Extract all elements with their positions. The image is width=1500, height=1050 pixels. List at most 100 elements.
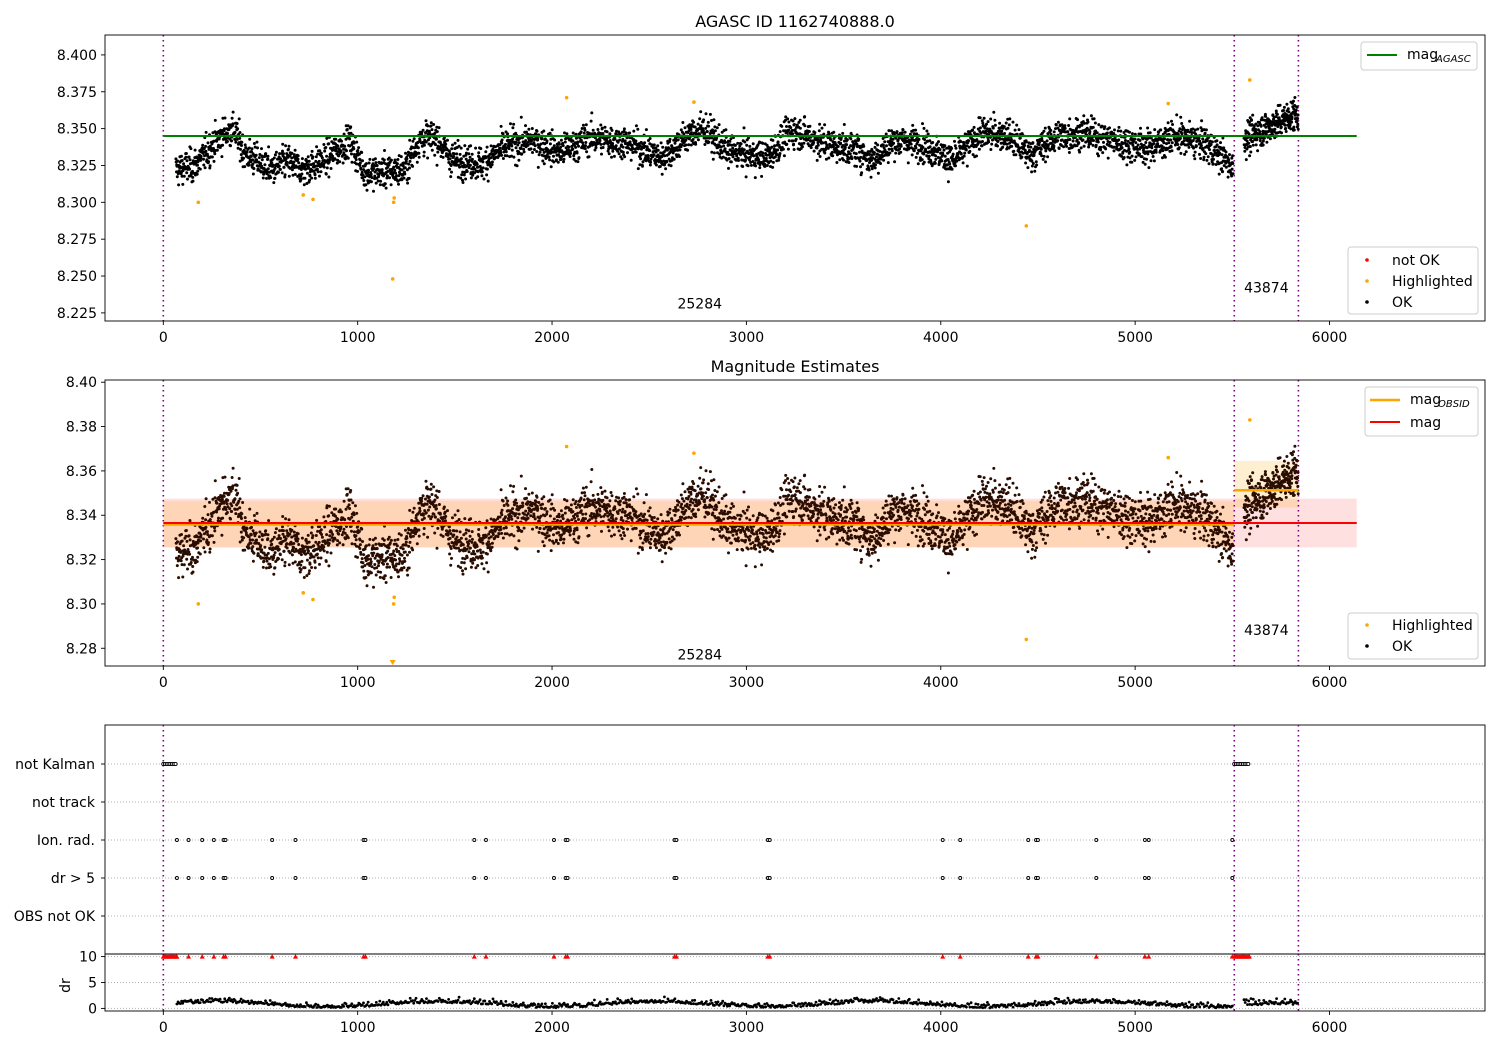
data-point [888, 151, 892, 155]
data-point [993, 118, 997, 122]
data-point [903, 130, 907, 134]
data-point [1273, 127, 1277, 131]
data-point [288, 551, 292, 555]
data-point [1231, 154, 1235, 158]
data-point [327, 175, 331, 179]
data-point [433, 131, 437, 135]
data-point [616, 140, 620, 144]
data-point [242, 536, 246, 540]
data-point [238, 136, 242, 140]
data-point [396, 158, 400, 161]
data-point [617, 147, 621, 151]
data-point [927, 154, 931, 158]
data-point [252, 167, 256, 171]
data-point [634, 150, 638, 154]
data-point [272, 572, 276, 576]
data-point [589, 119, 593, 123]
data-point [914, 146, 918, 150]
data-point [328, 158, 332, 162]
data-point [909, 142, 913, 146]
data-point [1079, 146, 1083, 150]
data-point [1224, 165, 1228, 169]
data-point [329, 551, 333, 555]
data-point [436, 150, 440, 154]
data-point [1131, 143, 1135, 147]
data-point [435, 125, 439, 129]
data-point [1138, 152, 1141, 156]
data-point [827, 156, 831, 160]
data-point [497, 154, 501, 158]
data-point [1130, 154, 1134, 158]
data-point [576, 160, 580, 164]
data-point [437, 126, 441, 130]
data-point [469, 176, 473, 180]
data-point [1258, 130, 1262, 134]
data-point [1282, 105, 1286, 109]
data-point [620, 143, 623, 147]
data-point [530, 127, 534, 130]
data-point [663, 154, 667, 158]
data-point [208, 500, 211, 504]
data-point [283, 564, 287, 568]
data-point [652, 153, 656, 157]
data-point [832, 145, 835, 149]
data-point [603, 125, 607, 129]
data-point [441, 155, 445, 159]
data-point [202, 147, 206, 151]
data-point [459, 146, 463, 150]
data-point [1170, 119, 1173, 123]
data-point [335, 161, 339, 165]
data-point [954, 146, 958, 150]
data-point [221, 143, 225, 147]
data-point [1002, 125, 1006, 129]
data-point [422, 154, 426, 158]
data-point [380, 168, 384, 172]
data-point [1065, 144, 1068, 148]
data-point [1171, 123, 1174, 126]
data-point [240, 140, 244, 144]
data-point [352, 147, 356, 151]
data-point [1212, 157, 1215, 161]
data-point [1082, 121, 1086, 125]
data-point [1287, 110, 1291, 114]
data-point [704, 126, 708, 130]
data-point [1264, 114, 1268, 118]
data-point [989, 117, 993, 121]
data-point [186, 567, 189, 571]
data-point [532, 148, 536, 151]
data-point [1296, 122, 1300, 126]
data-point [794, 137, 798, 141]
data-point [363, 175, 367, 179]
data-point [664, 167, 668, 171]
highlighted-point [1024, 224, 1029, 228]
data-point [314, 155, 318, 159]
data-point [885, 144, 888, 148]
data-point [577, 156, 581, 160]
data-point [990, 142, 994, 146]
data-point [282, 152, 285, 156]
data-point [336, 158, 340, 162]
data-point [901, 128, 905, 132]
data-point [229, 144, 232, 148]
data-point [943, 144, 947, 148]
data-point [191, 555, 194, 559]
data-point [331, 154, 335, 158]
data-point [803, 124, 807, 128]
data-point [815, 146, 819, 150]
data-point [787, 120, 791, 124]
data-point [842, 123, 846, 126]
data-point [647, 139, 650, 142]
data-point [649, 157, 653, 161]
data-point [303, 549, 307, 553]
data-point [311, 534, 315, 538]
data-point [358, 158, 362, 162]
data-point [449, 175, 453, 179]
data-point [327, 541, 331, 545]
data-point [613, 137, 617, 141]
data-point [1000, 129, 1004, 133]
data-point [569, 152, 573, 155]
data-point [1041, 157, 1045, 161]
data-point [435, 137, 438, 141]
data-point [506, 132, 510, 136]
data-point [636, 127, 640, 131]
